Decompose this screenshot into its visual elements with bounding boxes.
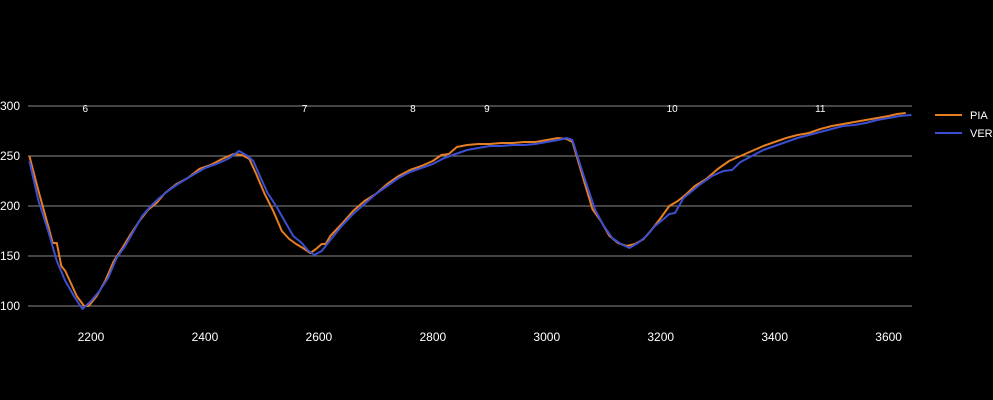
y-tick-label: 150 bbox=[0, 249, 20, 263]
x-tick-label: 3200 bbox=[647, 330, 674, 344]
y-axis-tick-labels: 300 250 200 150 100 bbox=[0, 99, 20, 313]
y-tick-label: 300 bbox=[0, 99, 20, 113]
corner-annotation-label: 11 bbox=[815, 104, 826, 115]
legend-label-pia: PIA bbox=[970, 110, 988, 122]
x-tick-label: 3600 bbox=[875, 330, 902, 344]
x-tick-label: 3400 bbox=[761, 330, 788, 344]
corner-annotation-label: 7 bbox=[302, 104, 308, 115]
corner-annotations: 6 7 8 9 10 11 bbox=[82, 104, 825, 115]
y-tick-label: 200 bbox=[0, 199, 20, 213]
gridlines bbox=[28, 105, 912, 307]
x-axis-tick-labels: 2200 2400 2600 2800 3000 3200 3400 3600 bbox=[78, 330, 903, 344]
y-tick-label: 100 bbox=[0, 299, 20, 313]
corner-annotation-label: 8 bbox=[410, 104, 416, 115]
corner-annotation-label: 10 bbox=[667, 104, 679, 115]
x-tick-label: 2600 bbox=[306, 330, 333, 344]
legend-label-ver: VER bbox=[970, 128, 993, 140]
x-tick-label: 2400 bbox=[192, 330, 219, 344]
series-lines bbox=[28, 112, 912, 310]
corner-annotation-label: 9 bbox=[484, 104, 490, 115]
x-tick-label: 3000 bbox=[533, 330, 560, 344]
y-tick-label: 250 bbox=[0, 149, 20, 163]
x-tick-label: 2200 bbox=[78, 330, 105, 344]
corner-annotation-label: 6 bbox=[82, 104, 88, 115]
legend: PIA VER bbox=[935, 110, 993, 140]
series-line-pia bbox=[28, 112, 906, 307]
series-line-ver bbox=[28, 114, 912, 310]
x-tick-label: 2800 bbox=[419, 330, 446, 344]
